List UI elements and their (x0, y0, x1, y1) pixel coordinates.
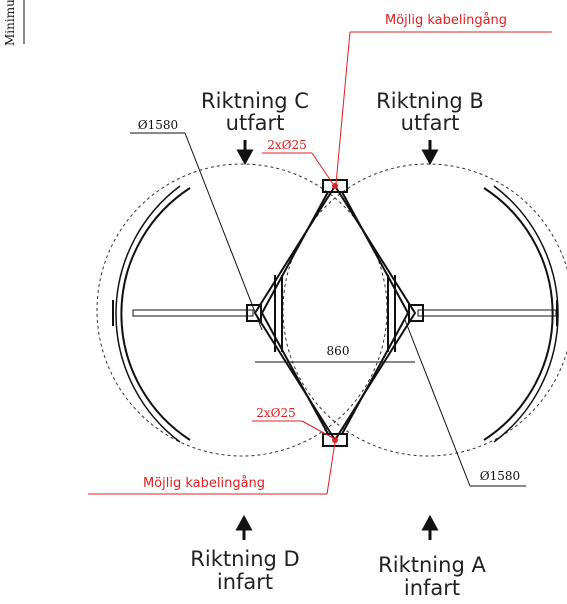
dir-a-sub: infart (404, 576, 460, 600)
arrow-c (239, 140, 251, 162)
width-dim: 860 (327, 344, 350, 358)
arrow-a (424, 518, 436, 540)
dir-c-sub: utfart (226, 111, 285, 135)
dia-right-leader (405, 320, 470, 486)
dia-left: Ø1580 (138, 118, 178, 132)
cable-bottom-leader (327, 442, 335, 494)
dir-c-title: Riktning C (201, 89, 309, 113)
arm-right (418, 310, 556, 316)
dir-a-title: Riktning A (378, 553, 486, 577)
diagram: Minimu 860 Ø1580 Ø1580 2x (0, 0, 567, 604)
dia-left-leader (185, 133, 262, 330)
side-label: Minimu (3, 0, 17, 46)
hole-top-label: 2xØ25 (267, 138, 307, 152)
arm-left (133, 310, 253, 316)
frame-right (484, 186, 558, 442)
cable-bottom: Möjlig kabelingång (143, 476, 265, 491)
dir-d-sub: infart (217, 570, 273, 594)
dir-b-sub: utfart (401, 111, 460, 135)
cable-top: Möjlig kabelingång (385, 13, 507, 28)
cable-top-leader (336, 32, 350, 184)
hole-bottom-label: 2xØ25 (256, 406, 296, 420)
dir-d-title: Riktning D (190, 547, 299, 571)
dia-right: Ø1580 (480, 469, 520, 483)
arrow-d (238, 518, 250, 540)
arrow-b (424, 140, 436, 162)
dir-b-title: Riktning B (376, 89, 484, 113)
